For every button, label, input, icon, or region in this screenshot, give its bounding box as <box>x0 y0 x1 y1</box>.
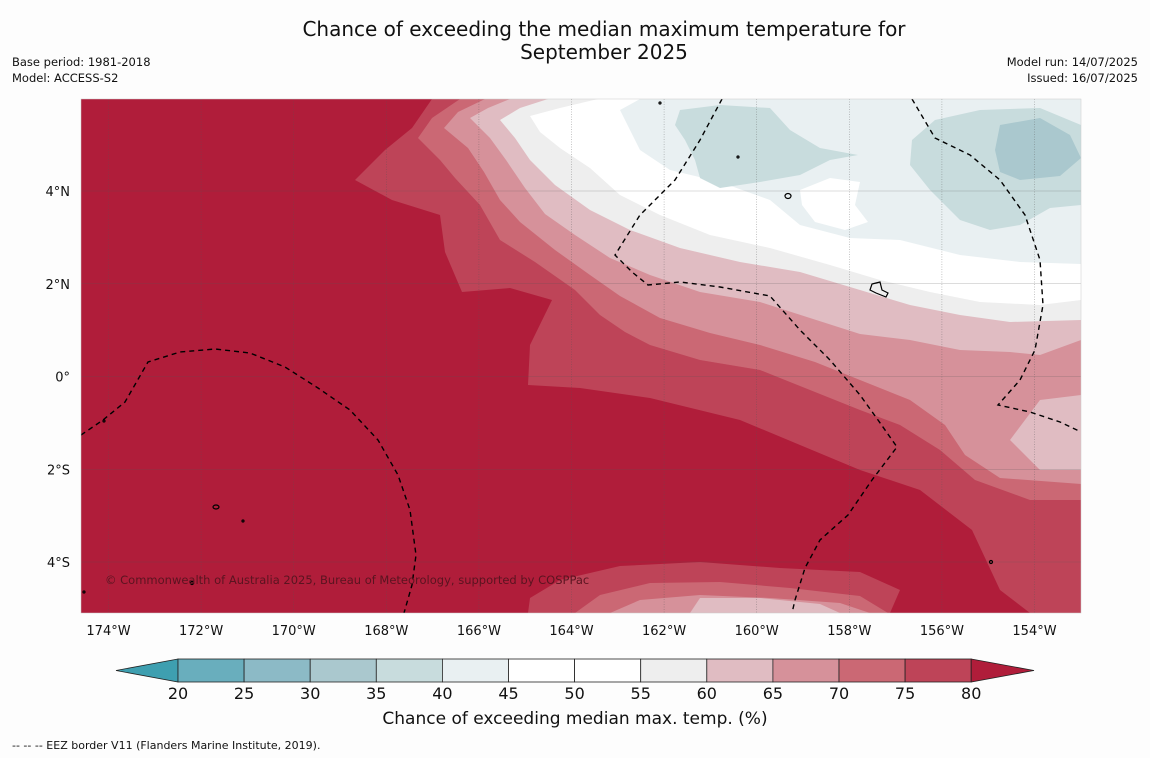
colorbar-tick-label: 80 <box>961 684 981 703</box>
latitude-label: 4°S <box>47 556 70 571</box>
colorbar-tick-label: 20 <box>168 684 188 703</box>
colorbar-segment <box>375 658 443 683</box>
meta-left: Base period: 1981-2018 Model: ACCESS-S2 <box>12 54 151 86</box>
longitude-label: 160°W <box>735 624 779 639</box>
meta-right: Model run: 14/07/2025 Issued: 16/07/2025 <box>1007 54 1138 86</box>
colorbar-segment <box>838 658 906 683</box>
colorbar-tick-label: 35 <box>366 684 386 703</box>
band-35-40-north <box>675 105 858 188</box>
model-name: Model: ACCESS-S2 <box>12 71 119 85</box>
colorbar-label: Chance of exceeding median max. temp. (%… <box>382 709 768 729</box>
colorbar-tick-label: 55 <box>631 684 651 703</box>
chart-title: Chance of exceeding the median maximum t… <box>0 18 1150 64</box>
island-small-5 <box>736 155 740 159</box>
island-jarvis <box>784 192 792 200</box>
colorbar-under-triangle <box>115 658 179 683</box>
probability-field <box>81 99 1081 613</box>
island-small-1 <box>212 504 220 510</box>
colorbar-tick-label: 65 <box>763 684 783 703</box>
issued-date: Issued: 16/07/2025 <box>1027 71 1138 85</box>
island-small-8 <box>82 590 86 594</box>
latitude-label: 2°S <box>47 463 70 478</box>
colorbar-segment <box>706 658 774 683</box>
colorbar <box>115 658 1035 683</box>
longitude-label: 170°W <box>272 624 316 639</box>
copyright-notice: © Commonwealth of Australia 2025, Bureau… <box>105 573 589 587</box>
colorbar-tick-label: 75 <box>895 684 915 703</box>
longitude-labels: 174°W 172°W 170°W 168°W 166°W 164°W 162°W 160°W… <box>86 624 1056 639</box>
band-30-35 <box>995 118 1081 180</box>
band-60-65-east <box>1010 395 1081 470</box>
colorbar-ticks: 20 25 30 35 40 45 50 55 60 65 70 75 80 <box>168 684 982 703</box>
colorbar-segment <box>243 658 311 683</box>
island-small-3 <box>189 580 195 586</box>
eez-border-west <box>81 348 417 613</box>
colorbar-tick-label: 50 <box>564 684 584 703</box>
longitude-label: 158°W <box>827 624 871 639</box>
graticule <box>81 99 1081 613</box>
island-small-6 <box>658 101 662 105</box>
longitude-label: 156°W <box>920 624 964 639</box>
islands <box>82 101 994 594</box>
longitude-label: 166°W <box>457 624 501 639</box>
latitude-labels: 4°N 2°N 0° 2°S 4°S <box>46 185 71 571</box>
longitude-label: 164°W <box>549 624 593 639</box>
longitude-label: 174°W <box>86 624 130 639</box>
colorbar-segment <box>309 658 377 683</box>
eez-borders <box>81 99 1081 613</box>
colorbar-tick-label: 40 <box>432 684 452 703</box>
band-45-55-inner <box>800 178 868 230</box>
colorbar-over-triangle <box>970 658 1035 683</box>
colorbar-segment <box>177 658 245 683</box>
title-line-2: September 2025 <box>520 40 688 64</box>
longitude-label: 154°W <box>1012 624 1056 639</box>
base-period: Base period: 1981-2018 <box>12 55 151 69</box>
band-60-65-south <box>690 598 840 613</box>
longitude-label: 168°W <box>364 624 408 639</box>
colorbar-segment <box>508 658 575 683</box>
colorbar-segment <box>574 658 642 683</box>
colorbar-tick-label: 25 <box>234 684 254 703</box>
colorbar-segment <box>441 658 509 683</box>
colorbar-segment <box>640 658 708 683</box>
map-frame <box>80 98 1082 614</box>
colorbar-tick-label: 60 <box>697 684 717 703</box>
latitude-label: 0° <box>55 371 70 386</box>
island-small-7 <box>102 419 106 423</box>
eez-border-east <box>911 99 1081 433</box>
colorbar-segment <box>772 658 840 683</box>
longitude-label: 162°W <box>642 624 686 639</box>
latitude-label: 4°N <box>46 185 71 200</box>
island-small-2 <box>241 519 245 523</box>
colorbar-tick-label: 45 <box>498 684 518 703</box>
island-small-4 <box>988 559 994 565</box>
island-kiritimati <box>869 281 889 298</box>
model-run: Model run: 14/07/2025 <box>1006 55 1138 69</box>
longitude-label: 172°W <box>179 624 223 639</box>
colorbar-segment <box>904 658 972 683</box>
colorbar-tick-label: 30 <box>300 684 320 703</box>
latitude-label: 2°N <box>46 278 71 293</box>
title-line-1: Chance of exceeding the median maximum t… <box>302 17 906 41</box>
colorbar-tick-label: 70 <box>829 684 849 703</box>
eez-footnote: -- -- -- EEZ border V11 (Flanders Marine… <box>12 739 321 752</box>
